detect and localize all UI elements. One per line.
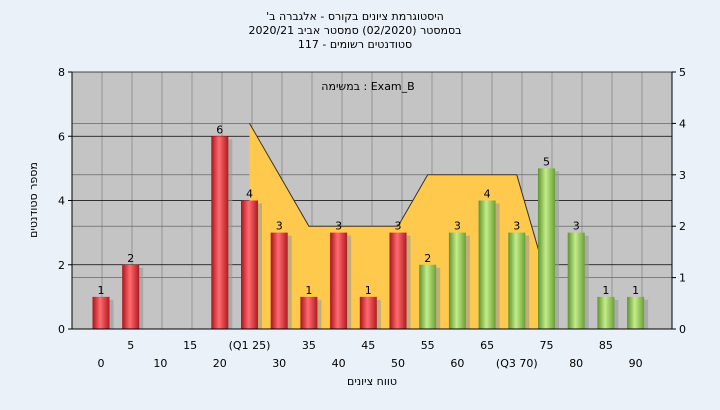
x-tick-label: 15 — [183, 339, 197, 352]
bar-data-labels: 1 2 6 4 3 1 3 1 3 2 3 4 3 5 3 1 1 — [98, 123, 640, 297]
quartile-box-shape — [249, 123, 547, 330]
x-tick-label: 85 — [599, 339, 613, 352]
x-tick-label: 0 — [98, 357, 105, 370]
bar-30 — [270, 232, 288, 329]
x-tick-label: 30 — [272, 357, 286, 370]
y-tick-label: 4 — [58, 195, 65, 208]
bar-85 — [597, 296, 615, 329]
y-axis-ticks: 0 2 4 6 8 — [58, 66, 72, 336]
x-tick-label: (Q1 25) — [229, 339, 271, 352]
bar-label-35: 1 — [305, 284, 312, 297]
bar-60 — [448, 232, 466, 329]
task-annotation: במשימה : Exam_B — [321, 80, 414, 93]
x-tick-label: 90 — [629, 357, 643, 370]
x-tick-label: 40 — [332, 357, 346, 370]
bar-45 — [359, 296, 377, 329]
bar-label-60: 3 — [454, 220, 461, 233]
x-tick-label: 55 — [421, 339, 435, 352]
y-tick-label: 2 — [58, 259, 65, 272]
bar-label-90: 1 — [632, 284, 639, 297]
x-tick-label: 10 — [153, 357, 167, 370]
chart-title: 'היסטוגרמת ציונים בקורס - אלגברה ב בסמסט… — [248, 10, 461, 51]
x-axis-label: טווח ציונים — [347, 375, 397, 388]
y2-tick-label: 0 — [679, 323, 686, 336]
y-tick-label: 0 — [58, 323, 65, 336]
y2-tick-label: 3 — [679, 169, 686, 182]
x-tick-label: 80 — [569, 357, 583, 370]
bar-label-75: 5 — [543, 155, 550, 168]
x-tick-label: (Q3 70) — [496, 357, 538, 370]
bar-75 — [538, 168, 555, 329]
bar-label-50: 3 — [395, 220, 402, 233]
bar-label-55: 2 — [424, 252, 431, 265]
bar-0 — [92, 296, 110, 329]
x-tick-label: 20 — [213, 357, 227, 370]
y2-tick-label: 4 — [679, 117, 686, 130]
bar-label-85: 1 — [602, 284, 609, 297]
x-tick-label: 60 — [450, 357, 464, 370]
bar-label-30: 3 — [276, 220, 283, 233]
bar-label-40: 3 — [335, 220, 342, 233]
x-tick-label: 75 — [540, 339, 554, 352]
y2-axis-ticks: 0 1 2 3 4 5 — [672, 66, 686, 336]
bar-label-20: 6 — [216, 123, 223, 136]
bar-80 — [567, 232, 585, 329]
bar-90 — [627, 296, 645, 329]
bar-label-5: 2 — [127, 252, 134, 265]
x-tick-label: 35 — [302, 339, 316, 352]
bar-40 — [330, 232, 348, 329]
bar-label-80: 3 — [573, 220, 580, 233]
bar-70 — [508, 232, 526, 329]
bar-55 — [419, 264, 437, 329]
x-tick-label: 45 — [361, 339, 375, 352]
x-axis-ticks: 0 10 20 30 40 50 60 (Q3 70) 80 90 5 15 (Q1 25) 35 45 55… — [98, 339, 643, 370]
bar-label-25: 4 — [246, 188, 253, 201]
bar-5 — [122, 264, 140, 329]
bar-35 — [300, 296, 318, 329]
box-outline — [249, 123, 547, 278]
bar-label-45: 1 — [365, 284, 372, 297]
x-tick-label: 5 — [127, 339, 134, 352]
y-tick-label: 8 — [58, 66, 65, 79]
bar-label-70: 3 — [513, 220, 520, 233]
bar-20 — [211, 136, 229, 329]
y-tick-label: 6 — [58, 130, 65, 143]
bar-label-0: 1 — [98, 284, 105, 297]
y2-tick-label: 5 — [679, 66, 686, 79]
title-line-2: בסמסטר (02/2020) סמסטר אביב 2020/21 — [248, 24, 461, 37]
x-tick-label: 65 — [480, 339, 494, 352]
bar-series — [92, 136, 649, 329]
bar-25 — [241, 200, 258, 329]
bar-65 — [478, 200, 496, 329]
bar-label-65: 4 — [484, 188, 491, 201]
bar-50 — [389, 232, 407, 329]
x-tick-label: 50 — [391, 357, 405, 370]
title-line-1: 'היסטוגרמת ציונים בקורס - אלגברה ב — [266, 10, 444, 23]
y2-tick-label: 2 — [679, 220, 686, 233]
y2-tick-label: 1 — [679, 272, 686, 285]
y-axis-label: מספר סטודנטים — [27, 162, 40, 238]
title-line-3: סטודנטים רשומים - 117 — [298, 38, 412, 51]
